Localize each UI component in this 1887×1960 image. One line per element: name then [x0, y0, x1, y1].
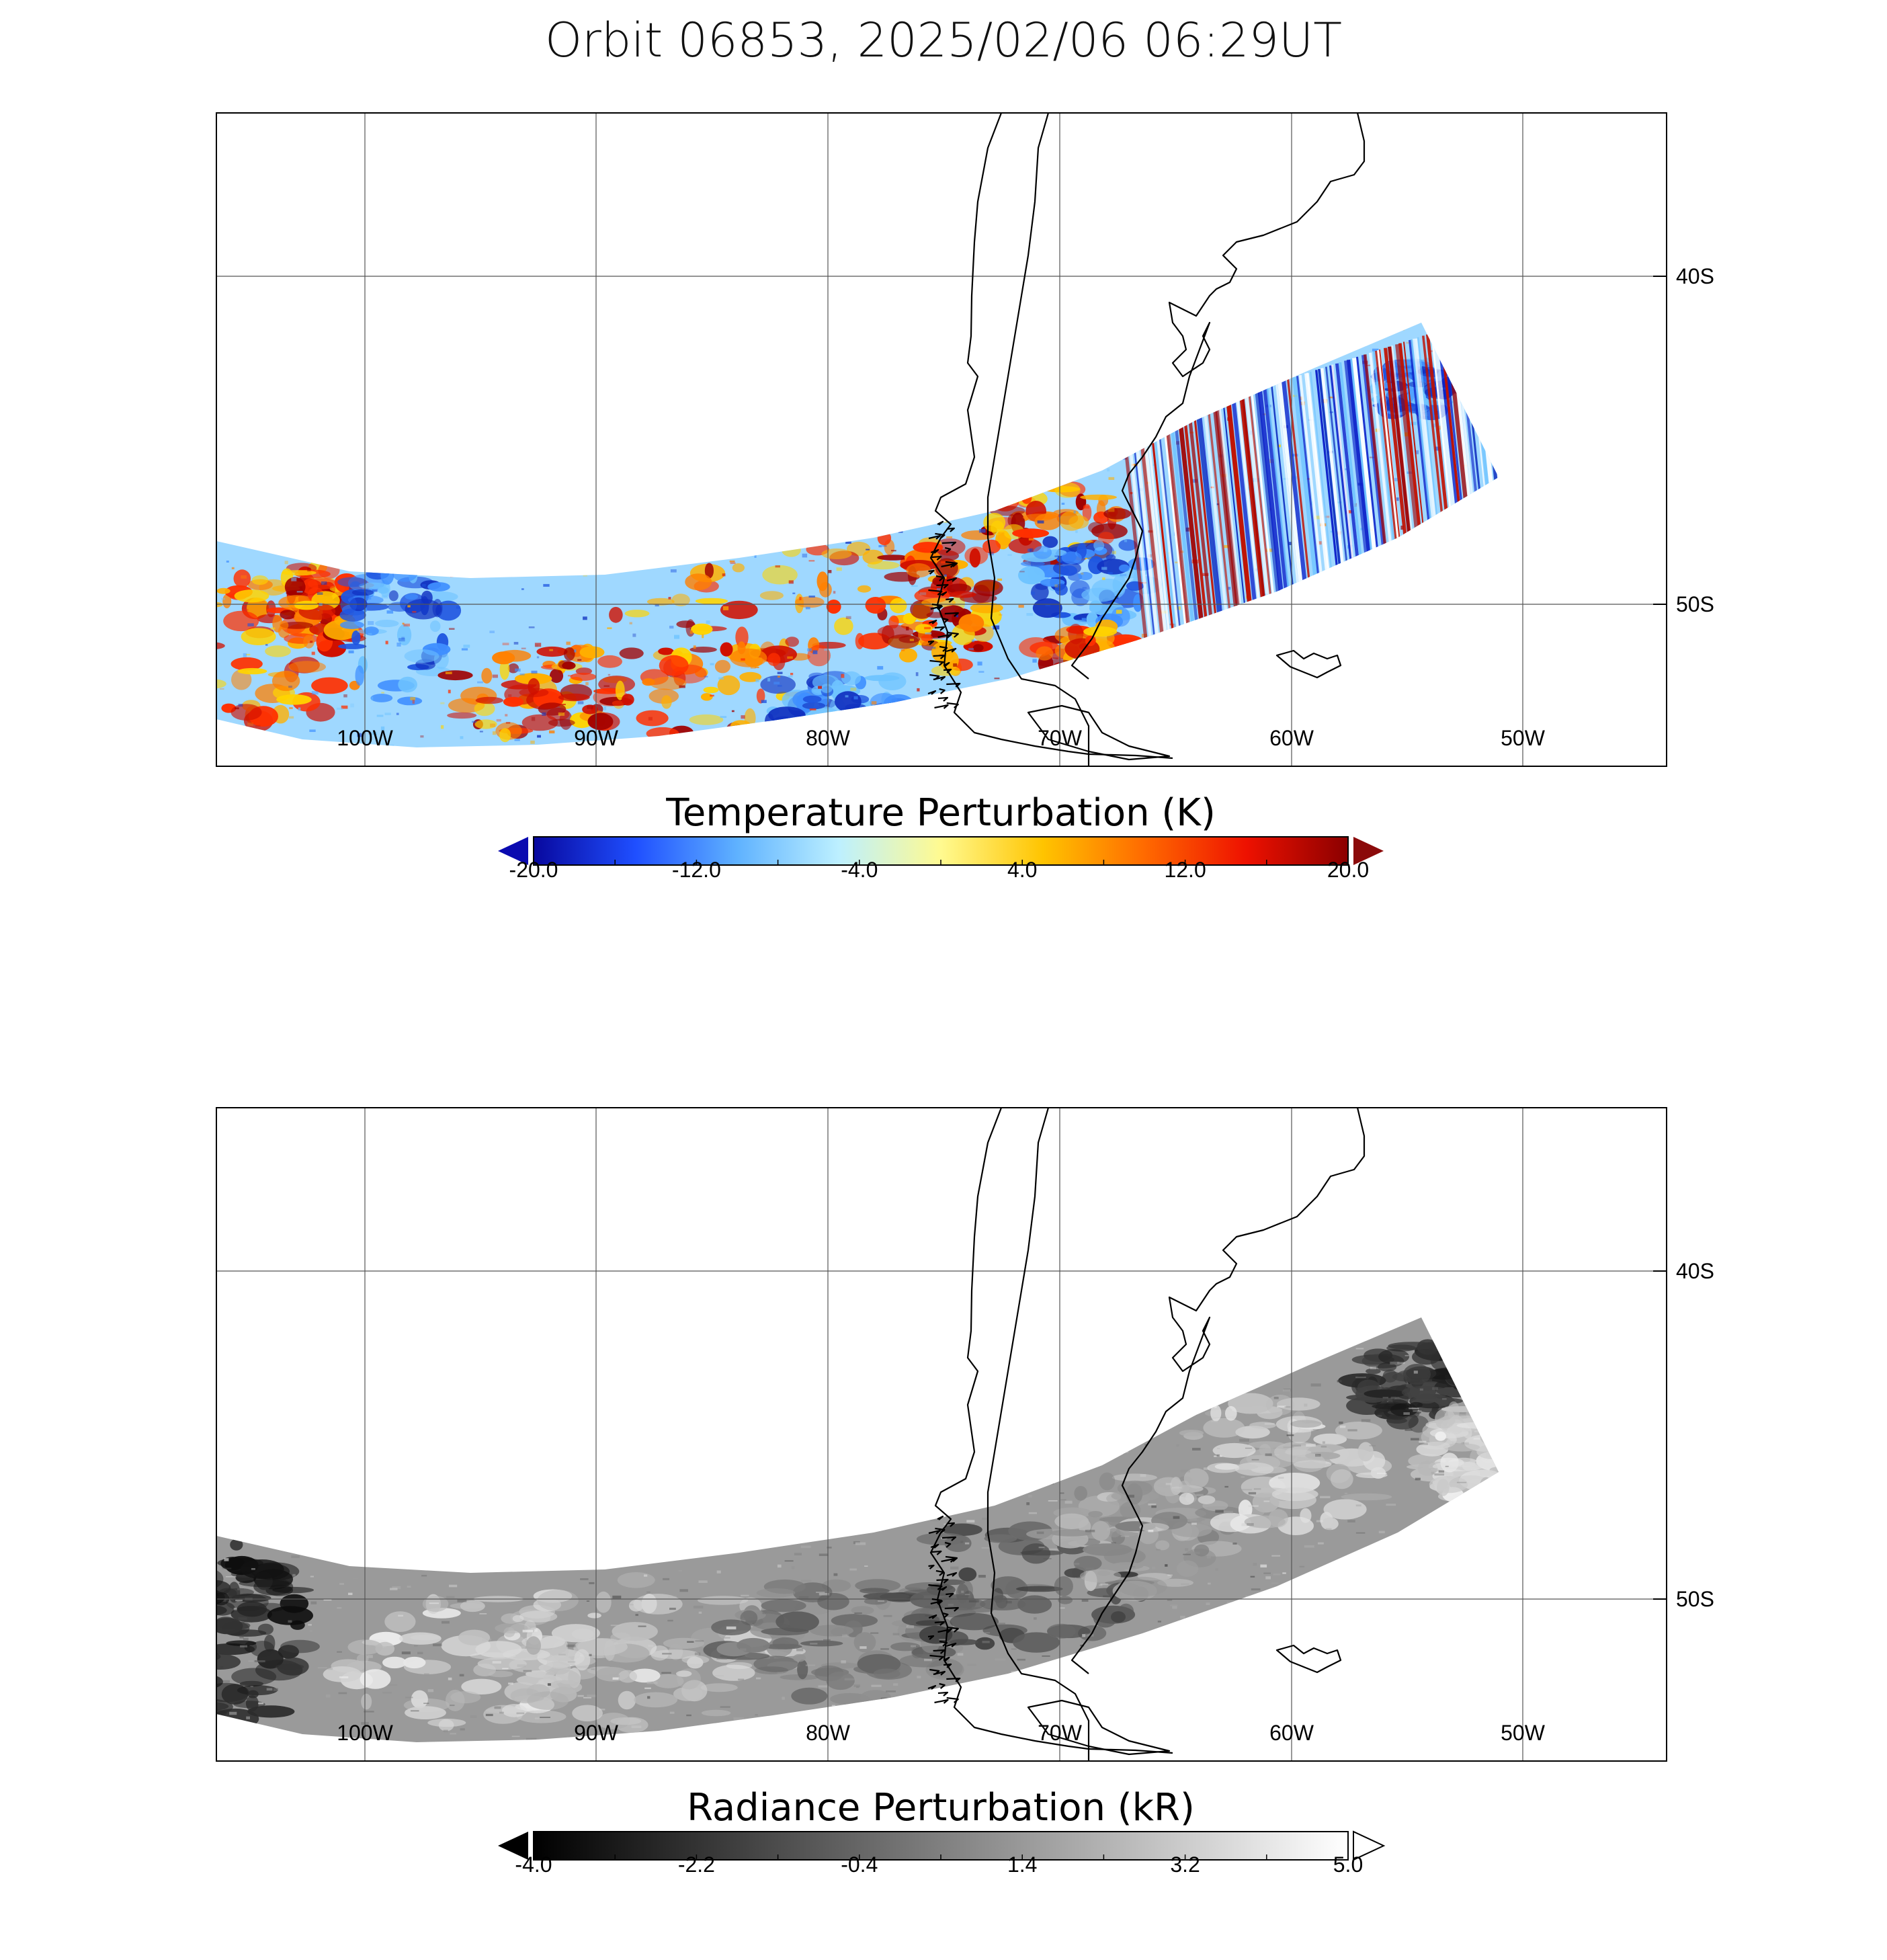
radiance-colorbar: Radiance Perturbation (kR) -4.0 -2.2 -0.4 1… — [498, 1786, 1386, 1877]
latitude-label: 50S — [1676, 592, 1714, 616]
longitude-label: 100W — [337, 1721, 393, 1745]
latitude-label: 40S — [1676, 1259, 1714, 1283]
longitude-label: 70W — [1038, 1721, 1083, 1745]
longitude-label: 50W — [1501, 1721, 1546, 1745]
coastline — [927, 1108, 1366, 1761]
latitude-label: 50S — [1676, 1587, 1714, 1611]
colorbar-extend-high — [1353, 1830, 1386, 1861]
coastline — [927, 113, 1366, 766]
colorbar-extend-low — [498, 1832, 528, 1860]
graticule — [216, 113, 1667, 766]
colorbar-extend-high — [1353, 837, 1384, 865]
longitude-label: 60W — [1269, 726, 1314, 750]
colorbar-bar — [533, 1831, 1349, 1861]
colorbar-title: Radiance Perturbation (kR) — [687, 1786, 1195, 1830]
latitude-label: 40S — [1676, 264, 1714, 288]
colorbar-extend-low — [498, 837, 528, 865]
longitude-label: 50W — [1501, 726, 1546, 750]
radiance-map-panel: 40S 50S 100W 90W 80W 70W 60W 50W — [216, 1107, 1714, 1762]
longitude-label: 80W — [806, 726, 851, 750]
graticule — [216, 1108, 1667, 1761]
longitude-label: 60W — [1269, 1721, 1314, 1745]
longitude-label: 90W — [574, 726, 619, 750]
longitude-label: 70W — [1038, 726, 1083, 750]
temperature-colorbar: Temperature Perturbation (K) -20.0 -12.0-… — [498, 791, 1384, 882]
colorbar-title: Temperature Perturbation (K) — [665, 791, 1216, 835]
longitude-label: 90W — [574, 1721, 619, 1745]
longitude-label: 100W — [337, 726, 393, 750]
temperature-map-panel: 40S 50S 100W 90W 80W 70W 60W 50W — [216, 112, 1714, 767]
longitude-label: 80W — [806, 1721, 851, 1745]
figure-title: Orbit 06853, 2025/02/06 06:29UT — [545, 13, 1342, 68]
